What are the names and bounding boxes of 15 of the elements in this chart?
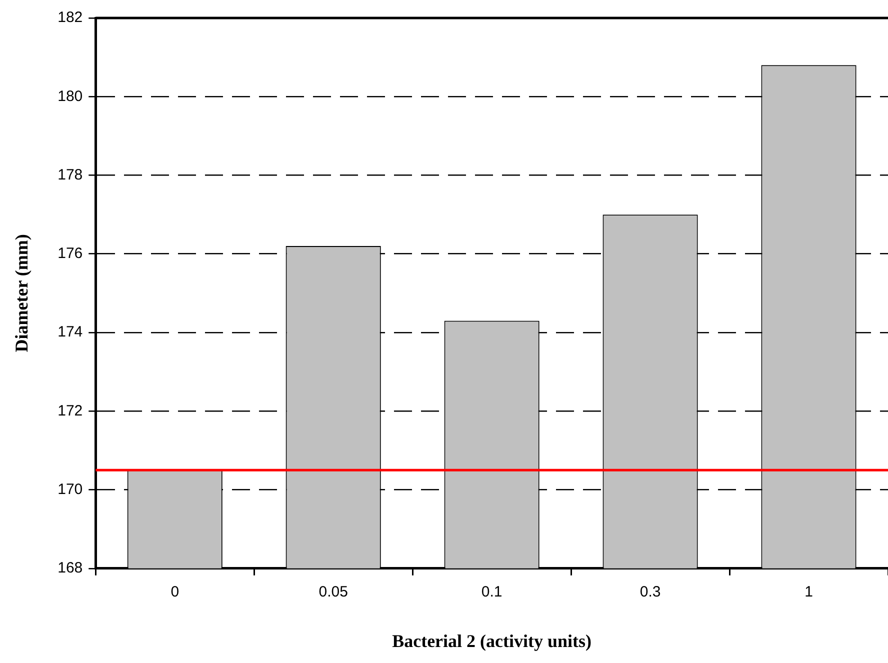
y-tick-label: 168 <box>58 560 83 577</box>
x-tick-label: 0 <box>170 584 180 601</box>
x-tick-label: 0.1 <box>481 584 502 601</box>
x-tick-label: 1 <box>804 584 813 601</box>
y-tick-label: 170 <box>58 480 83 498</box>
x-tick-label: 0.3 <box>640 584 661 601</box>
y-tick-label: 172 <box>58 402 83 420</box>
x-axis-title: Bacterial 2 (activity units) <box>392 630 592 651</box>
y-tick-label: 180 <box>58 88 83 105</box>
y-tick-label: 178 <box>58 166 83 184</box>
y-tick-label: 182 <box>58 9 83 26</box>
y-tick-label: 174 <box>58 324 83 341</box>
x-tick-label: 0.05 <box>318 584 348 601</box>
y-axis-title: Diameter (mm) <box>11 234 32 352</box>
y-tick-label: 176 <box>58 245 83 262</box>
